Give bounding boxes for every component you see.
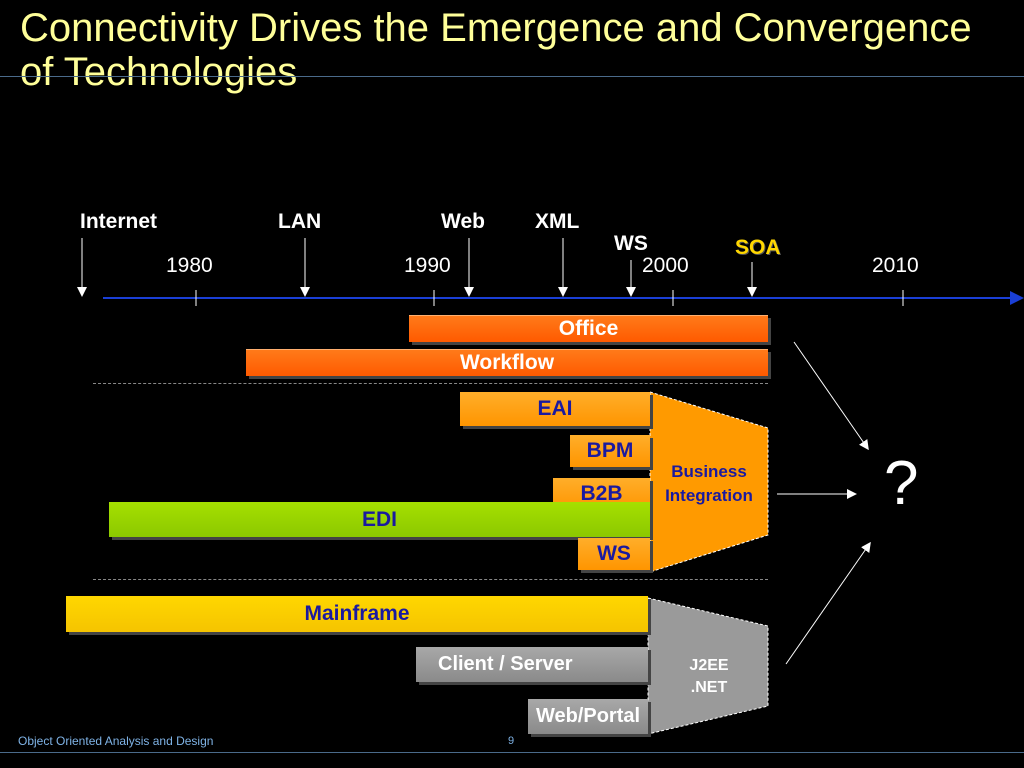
title-divider (0, 76, 1024, 77)
arrow-top-to-question (793, 341, 869, 451)
bar-workflow: Workflow (246, 349, 768, 376)
timeline-axis-arrowhead (1010, 291, 1024, 305)
timeline-event-web: Web (441, 210, 485, 233)
platforms-line1: J2EE (689, 657, 729, 674)
bar-mainframe: Mainframe (66, 596, 648, 632)
outcome-question-mark: ? (884, 449, 919, 518)
platforms-shape (647, 597, 769, 735)
footer-divider (0, 752, 1024, 753)
arrow-bottom-to-question (785, 541, 871, 665)
business-integration-line1: Business (671, 462, 747, 481)
business-integration-shape (649, 391, 769, 573)
timeline-event-internet: Internet (80, 210, 158, 233)
timeline-event-xml: XML (535, 210, 580, 233)
timeline-year-2000: 2000 (642, 254, 689, 277)
timeline-year-2010: 2010 (872, 254, 919, 277)
timeline-year-1980: 1980 (166, 254, 213, 277)
bar-web-portal: Web/Portal (528, 699, 648, 734)
bar-edi: EDI (109, 502, 650, 537)
timeline-event-ws: WS (614, 232, 648, 255)
bar-ws: WS (578, 538, 650, 570)
separator-bottom (93, 579, 768, 580)
platforms-line2: .NET (690, 679, 728, 696)
timeline-year-1990: 1990 (404, 254, 451, 277)
slide-title: Connectivity Drives the Emergence and Co… (20, 6, 972, 94)
bar-client-server: Client / Server (416, 647, 648, 682)
footer-course-title: Object Oriented Analysis and Design (18, 734, 214, 748)
platforms-label: J2EE .NET (650, 655, 768, 699)
footer-page-number: 9 (508, 735, 515, 747)
bar-eai: EAI (460, 392, 650, 426)
business-integration-label: Business Integration (650, 460, 768, 508)
business-integration-line2: Integration (665, 486, 753, 505)
timeline-event-soa: SOA (735, 236, 781, 259)
separator-top (93, 383, 768, 384)
bar-office: Office (409, 315, 768, 342)
bar-bpm: BPM (570, 435, 650, 467)
timeline-event-lan: LAN (278, 210, 322, 233)
